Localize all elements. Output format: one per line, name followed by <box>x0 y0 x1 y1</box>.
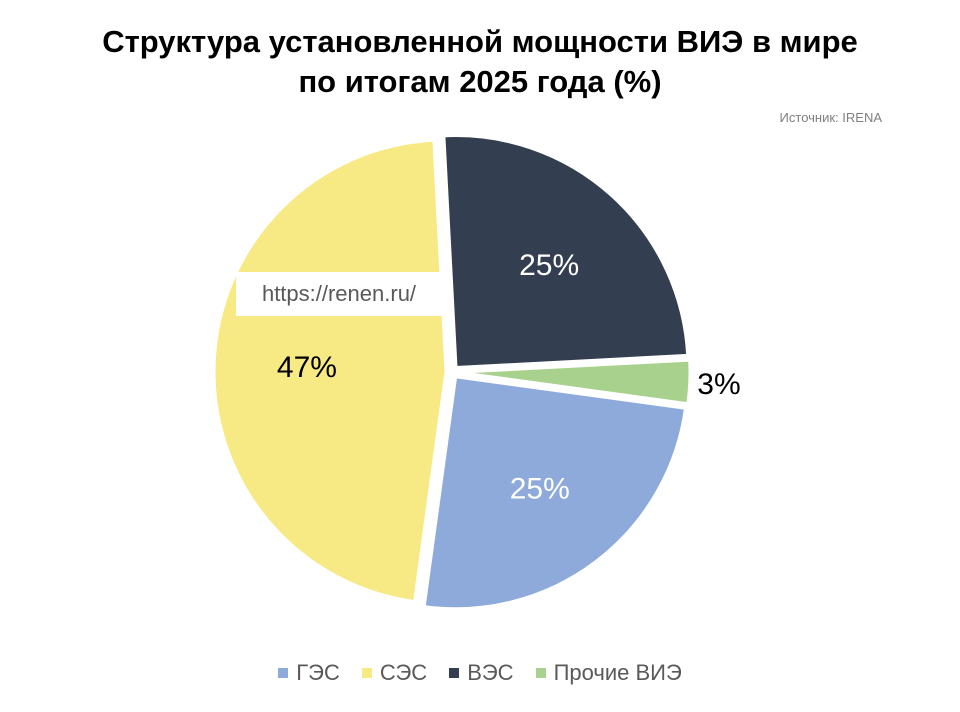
slice-label-4: 3% <box>697 368 740 401</box>
legend-swatch <box>278 668 289 678</box>
legend-label: ГЭС <box>296 660 340 685</box>
slice-label-3: 25% <box>519 249 579 282</box>
legend-swatch <box>535 668 546 678</box>
legend-swatch <box>449 668 460 678</box>
legend-item-3: ВЭС <box>449 660 514 686</box>
pie-slice-2 <box>212 138 448 604</box>
legend-item-1: ГЭС <box>278 660 340 686</box>
slice-label-2: 47% <box>277 351 337 384</box>
chart-title-line-1: Структура установленной мощности ВИЭ в м… <box>102 24 858 59</box>
legend-label: СЭС <box>379 660 428 685</box>
legend-label: Прочие ВИЭ <box>553 660 682 685</box>
source-note: Источник: IRENA <box>779 110 882 125</box>
pie-slice-4 <box>457 358 692 406</box>
pie-slice-1 <box>422 375 688 611</box>
slice-label-1: 25% <box>510 473 570 506</box>
legend-item-2: СЭС <box>361 660 428 686</box>
chart-legend: ГЭС СЭС ВЭС Прочие ВИЭ <box>0 660 960 686</box>
watermark-url: https://renen.ru/ <box>236 272 442 316</box>
legend-swatch <box>361 668 372 678</box>
pie-slice-3 <box>442 134 690 370</box>
legend-item-4: Прочие ВИЭ <box>535 660 682 686</box>
chart-title: Структура установленной мощности ВИЭ в м… <box>0 22 960 102</box>
legend-label: ВЭС <box>467 660 514 685</box>
chart-title-line-2: по итогам 2025 года (%) <box>298 64 662 99</box>
